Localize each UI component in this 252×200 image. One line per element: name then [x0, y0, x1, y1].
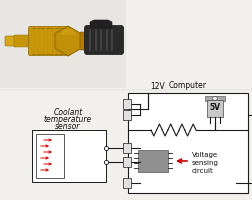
FancyBboxPatch shape	[28, 26, 68, 55]
Text: 12V: 12V	[150, 82, 165, 91]
FancyBboxPatch shape	[84, 25, 123, 54]
Bar	[14, 35, 32, 47]
Ellipse shape	[212, 97, 217, 100]
Text: 5V: 5V	[209, 104, 220, 112]
Polygon shape	[90, 20, 112, 28]
FancyBboxPatch shape	[80, 32, 90, 50]
Bar	[205, 96, 225, 101]
Text: Computer: Computer	[169, 81, 207, 90]
Bar	[123, 143, 131, 153]
Text: temperature: temperature	[44, 115, 92, 124]
Text: sensing: sensing	[192, 160, 219, 166]
Bar	[32, 130, 106, 182]
Bar	[123, 157, 131, 167]
Bar	[0, 0, 126, 88]
FancyBboxPatch shape	[5, 36, 17, 46]
Bar	[36, 134, 64, 178]
Text: circuit: circuit	[192, 168, 214, 174]
Bar	[128, 93, 248, 193]
Bar	[138, 150, 168, 172]
Bar	[207, 100, 223, 117]
Bar	[123, 110, 131, 120]
Bar	[123, 99, 131, 109]
Text: sensor: sensor	[55, 122, 81, 131]
Polygon shape	[60, 29, 76, 35]
Text: Coolant: Coolant	[53, 108, 83, 117]
Text: Voltage: Voltage	[192, 152, 218, 158]
Polygon shape	[55, 26, 81, 56]
Bar	[123, 178, 131, 188]
